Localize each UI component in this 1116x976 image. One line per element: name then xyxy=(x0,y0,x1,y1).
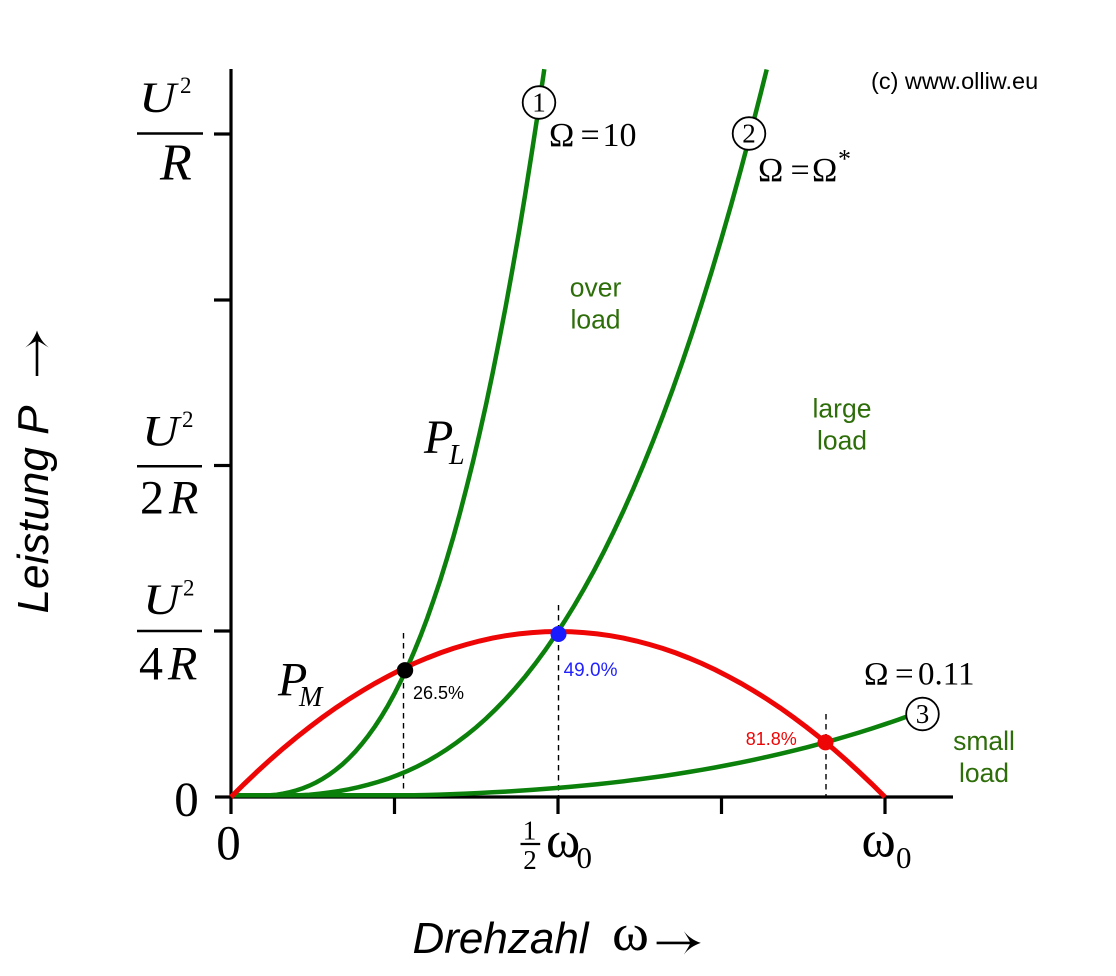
svg-text:10: 10 xyxy=(603,117,637,154)
svg-text:L: L xyxy=(448,440,465,471)
svg-text:2: 2 xyxy=(742,119,756,149)
svg-text:2: 2 xyxy=(180,73,192,98)
svg-text:large: large xyxy=(813,394,872,424)
svg-text:81.8%: 81.8% xyxy=(746,729,797,749)
svg-text:ω: ω xyxy=(546,812,580,869)
svg-text:Ω: Ω xyxy=(864,657,889,693)
svg-text:Ω: Ω xyxy=(549,117,574,154)
svg-text:0: 0 xyxy=(577,840,593,875)
svg-text:4: 4 xyxy=(139,637,163,690)
svg-text:U: U xyxy=(139,75,179,122)
svg-text:0: 0 xyxy=(896,840,912,875)
svg-text:(c) www.olliw.eu: (c) www.olliw.eu xyxy=(871,68,1038,94)
svg-text:=: = xyxy=(791,152,810,189)
svg-text:U: U xyxy=(142,409,182,456)
svg-text:Ω: Ω xyxy=(758,152,783,189)
svg-text:Ω: Ω xyxy=(812,152,837,189)
svg-text:load: load xyxy=(959,758,1009,788)
svg-text:R: R xyxy=(159,135,192,192)
svg-text:Leistung P: Leistung P xyxy=(9,405,58,614)
svg-text:26.5%: 26.5% xyxy=(413,683,464,703)
svg-text:0: 0 xyxy=(174,772,199,827)
svg-text:=: = xyxy=(581,117,600,154)
svg-text:2: 2 xyxy=(523,845,537,875)
svg-text:M: M xyxy=(298,682,324,713)
svg-text:R: R xyxy=(167,637,197,690)
svg-text:load: load xyxy=(570,305,620,335)
svg-text:P: P xyxy=(423,411,453,464)
svg-text:over: over xyxy=(570,273,622,303)
svg-text:*: * xyxy=(838,145,851,174)
svg-text:0: 0 xyxy=(216,815,241,870)
svg-text:1: 1 xyxy=(532,88,546,118)
svg-text:0.11: 0.11 xyxy=(918,657,975,693)
svg-text:Drehzahl: Drehzahl xyxy=(413,914,590,963)
svg-text:ω: ω xyxy=(862,812,896,869)
svg-text:load: load xyxy=(817,426,867,456)
svg-text:3: 3 xyxy=(916,699,930,729)
svg-text:1: 1 xyxy=(523,816,537,846)
svg-text:U: U xyxy=(143,577,183,624)
svg-text:2: 2 xyxy=(140,472,164,525)
svg-text:=: = xyxy=(895,657,914,693)
svg-text:2: 2 xyxy=(182,407,194,432)
svg-text:R: R xyxy=(168,472,198,525)
svg-text:P: P xyxy=(277,654,307,707)
svg-text:ω: ω xyxy=(612,905,649,962)
svg-text:49.0%: 49.0% xyxy=(564,660,618,681)
svg-text:2: 2 xyxy=(183,576,195,601)
svg-text:small: small xyxy=(953,726,1015,756)
